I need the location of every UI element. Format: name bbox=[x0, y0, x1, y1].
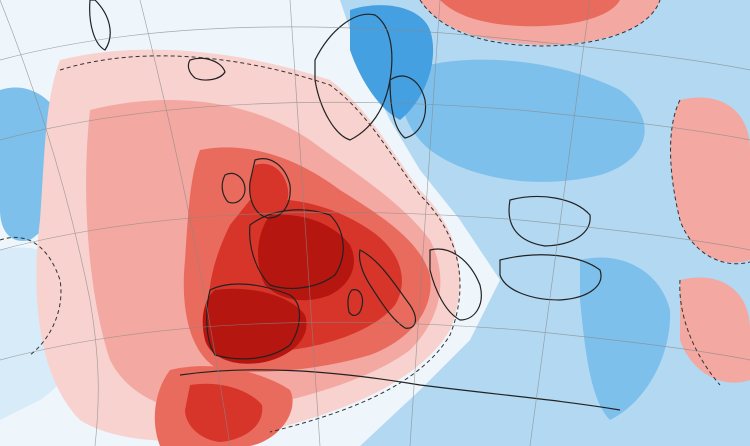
coastline-greenland bbox=[89, 0, 111, 51]
graticule-line-1 bbox=[0, 26, 750, 71]
contour-line-4 bbox=[670, 99, 750, 265]
graticule-line-7 bbox=[409, 0, 441, 446]
graticule-line-3 bbox=[0, 211, 750, 251]
coastline-turkey bbox=[499, 254, 602, 301]
coastline-ireland bbox=[221, 172, 246, 204]
warm-region-hotspot-iberia bbox=[202, 288, 307, 364]
contour-lines bbox=[0, 0, 750, 433]
coastline-baltic bbox=[389, 75, 427, 139]
graticule-line-6 bbox=[289, 0, 321, 446]
graticule-line-8 bbox=[529, 0, 591, 446]
coastlines bbox=[89, 0, 621, 411]
graticule-line-2 bbox=[0, 101, 750, 141]
coastline-italy bbox=[358, 249, 417, 329]
warm-region-north-top-core bbox=[440, 0, 620, 27]
contour-line-2 bbox=[0, 236, 62, 356]
coastline-iceland bbox=[187, 57, 226, 81]
coastline-sardinia bbox=[347, 289, 364, 316]
warm-region-uk bbox=[249, 163, 289, 215]
cool-region-mediterranean-east bbox=[580, 257, 671, 420]
coastline-iberia bbox=[206, 283, 300, 360]
coastline-balkans bbox=[429, 248, 482, 321]
graticule-line-9 bbox=[0, 0, 99, 446]
cool-region-east-deep bbox=[401, 59, 645, 182]
contour-line-1 bbox=[59, 55, 461, 433]
warm-region-north-africa-core bbox=[185, 383, 263, 442]
warm-region-southeast bbox=[680, 277, 750, 383]
graticule-line-4 bbox=[0, 321, 750, 361]
coastline-uk bbox=[249, 158, 291, 219]
coastline-france bbox=[249, 209, 344, 290]
graticule-line-5 bbox=[139, 0, 231, 446]
coastline-black-sea bbox=[508, 195, 591, 247]
warm-region-east bbox=[670, 97, 750, 263]
contour-line-3 bbox=[419, 0, 661, 47]
contour-line-5 bbox=[679, 279, 721, 386]
coastline-north-africa bbox=[179, 369, 621, 411]
